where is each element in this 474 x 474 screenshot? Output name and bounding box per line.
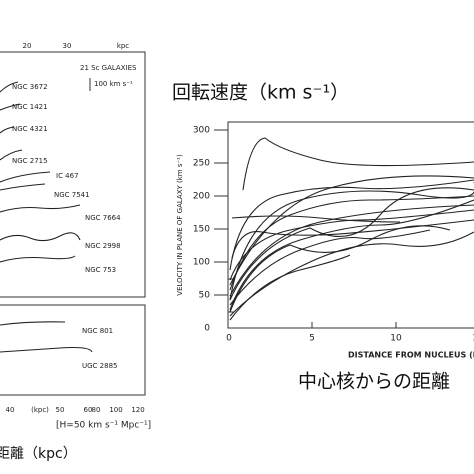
x-tick-label: 10 bbox=[390, 334, 402, 344]
left-curves bbox=[0, 81, 93, 353]
curve bbox=[0, 171, 51, 183]
tick-label: 50 bbox=[56, 406, 65, 414]
galaxy-label: NGC 1421 bbox=[12, 103, 48, 111]
y-tick-label: 150 bbox=[193, 225, 210, 235]
curve bbox=[0, 126, 15, 134]
curve bbox=[229, 199, 474, 311]
curve bbox=[229, 195, 474, 291]
curve bbox=[229, 175, 474, 286]
curve bbox=[0, 149, 23, 161]
galaxy-label: NGC 801 bbox=[82, 327, 113, 335]
y-tick-label: 300 bbox=[193, 126, 210, 136]
curve bbox=[0, 346, 93, 353]
curve bbox=[0, 321, 66, 326]
lower-frame bbox=[0, 304, 146, 396]
curve bbox=[229, 225, 451, 313]
curve bbox=[0, 232, 81, 242]
galaxy-label: UGC 2885 bbox=[82, 362, 117, 370]
galaxy-label: NGC 7664 bbox=[85, 214, 121, 222]
tick-label: 80 bbox=[92, 406, 101, 414]
y-tick-label: 100 bbox=[193, 258, 210, 268]
curve bbox=[0, 103, 21, 111]
plot-frame bbox=[227, 121, 474, 329]
tick-label: 40 bbox=[6, 406, 15, 414]
tick-label: 30 bbox=[63, 42, 72, 50]
curve bbox=[229, 204, 474, 297]
curve bbox=[242, 137, 474, 191]
tick-label: 100 bbox=[109, 406, 122, 414]
upper-frame bbox=[0, 51, 146, 298]
x-tick-label: 15 bbox=[472, 334, 474, 344]
curve bbox=[231, 219, 474, 259]
curve bbox=[229, 231, 474, 317]
y-tick-label: 0 bbox=[204, 324, 210, 334]
y-tick-label: 50 bbox=[199, 291, 211, 301]
legend: 21 Sc GALAXIES bbox=[80, 64, 137, 72]
x-axis-label: DISTANCE FROM NUCLEUS (kpc) bbox=[348, 351, 474, 360]
galaxy-label: NGC 2715 bbox=[12, 157, 48, 165]
x-tick-label: 0 bbox=[226, 334, 232, 344]
y-tick-label: 200 bbox=[193, 192, 210, 202]
caption: 中心核からの距離 bbox=[298, 371, 450, 393]
curve bbox=[231, 215, 401, 223]
curve bbox=[229, 254, 351, 321]
tick-label: 20 bbox=[23, 42, 32, 50]
galaxy-label: NGC 4321 bbox=[12, 125, 48, 133]
galaxy-label: NGC 3672 bbox=[12, 83, 48, 91]
curve bbox=[229, 187, 474, 301]
galaxy-label: NGC 7541 bbox=[54, 191, 90, 199]
scale: 100 km s⁻¹ bbox=[94, 80, 133, 88]
galaxy-label: IC 467 bbox=[56, 172, 79, 180]
galaxy-label: NGC 2998 bbox=[85, 242, 121, 250]
x-tick-label: 5 bbox=[309, 334, 315, 344]
x-ticks bbox=[311, 322, 397, 328]
hubble-note: [H=50 km s⁻¹ Mpc⁻¹] bbox=[56, 421, 151, 431]
galaxy-label: NGC 753 bbox=[85, 266, 116, 274]
panel-title: 回転速度（km s⁻¹） bbox=[172, 82, 349, 104]
rotation-curves bbox=[229, 137, 474, 321]
caption: 距離（kpc） bbox=[0, 445, 77, 462]
curve bbox=[0, 183, 46, 191]
tick-label: 60 bbox=[84, 406, 93, 414]
curve bbox=[0, 81, 19, 93]
y-tick-label: 250 bbox=[193, 159, 210, 169]
curve bbox=[0, 204, 81, 213]
curve bbox=[229, 182, 474, 301]
tick-label: (kpc) bbox=[31, 406, 49, 414]
tick-label: kpc bbox=[117, 42, 129, 50]
tick-label: 120 bbox=[131, 406, 144, 414]
y-axis-label: VELOCITY IN PLANE OF GALAXY (km s⁻¹) bbox=[176, 154, 184, 296]
curve bbox=[0, 255, 76, 263]
curve bbox=[229, 179, 474, 271]
y-ticks bbox=[214, 129, 234, 313]
curve bbox=[229, 229, 431, 306]
